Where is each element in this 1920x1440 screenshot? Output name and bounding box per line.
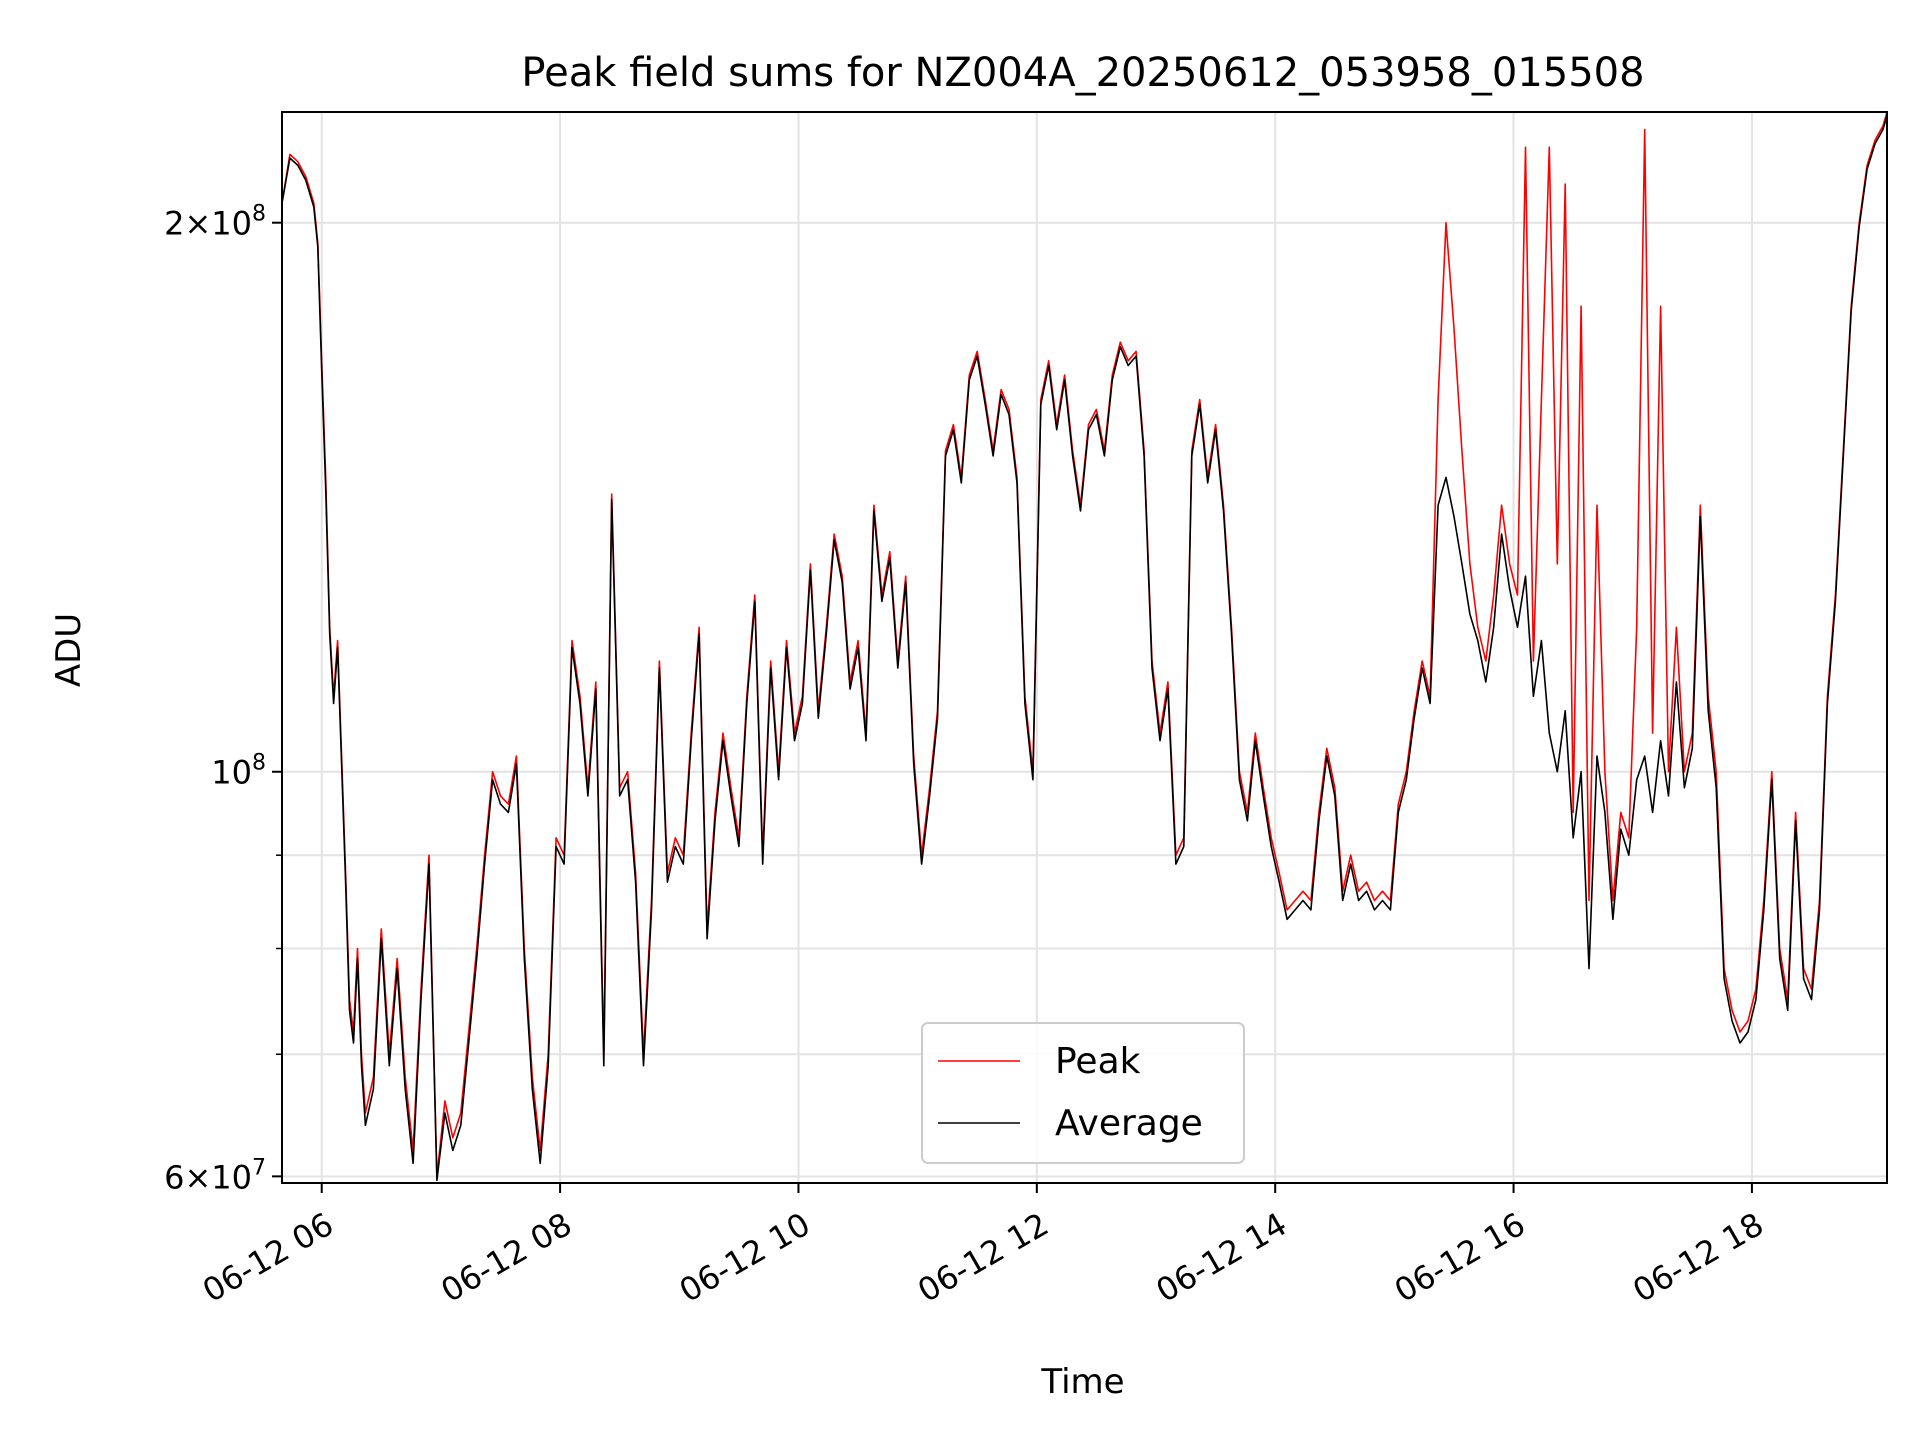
x-tick-label: 06-12 12 — [911, 1205, 1055, 1310]
chart-title: Peak field sums for NZ004A_20250612_0539… — [521, 50, 1644, 96]
x-axis-label: Time — [1040, 1362, 1124, 1402]
legend-box — [921, 1022, 1245, 1164]
x-axis-ticks: 06-12 06 06-12 08 06-12 10 06-12 12 06-12 14… — [196, 1183, 1770, 1310]
x-tick-label: 06-12 18 — [1626, 1205, 1770, 1310]
series-line-average — [282, 115, 1887, 1182]
x-tick-label: 06-12 10 — [673, 1205, 817, 1310]
x-tick-label: 06-12 06 — [196, 1205, 340, 1310]
legend-label-average: Average — [1055, 1103, 1203, 1144]
series-line-peak — [282, 112, 1887, 1178]
series-lines — [282, 112, 1887, 1182]
x-tick-label: 06-12 08 — [434, 1205, 578, 1310]
y-tick-label: 6×107 — [164, 1155, 266, 1196]
legend-label-peak: Peak — [1055, 1041, 1141, 1082]
y-axis-label: ADU — [49, 613, 89, 687]
plot-frame — [281, 111, 1888, 1184]
y-tick-label: 2×108 — [164, 202, 266, 243]
y-axis-ticks: 6×107 108 2×108 — [164, 202, 282, 1196]
y-tick-label: 108 — [211, 751, 266, 792]
x-tick-label: 06-12 16 — [1388, 1205, 1532, 1310]
x-tick-label: 06-12 14 — [1150, 1205, 1294, 1310]
legend: Peak Average — [921, 1022, 1245, 1164]
